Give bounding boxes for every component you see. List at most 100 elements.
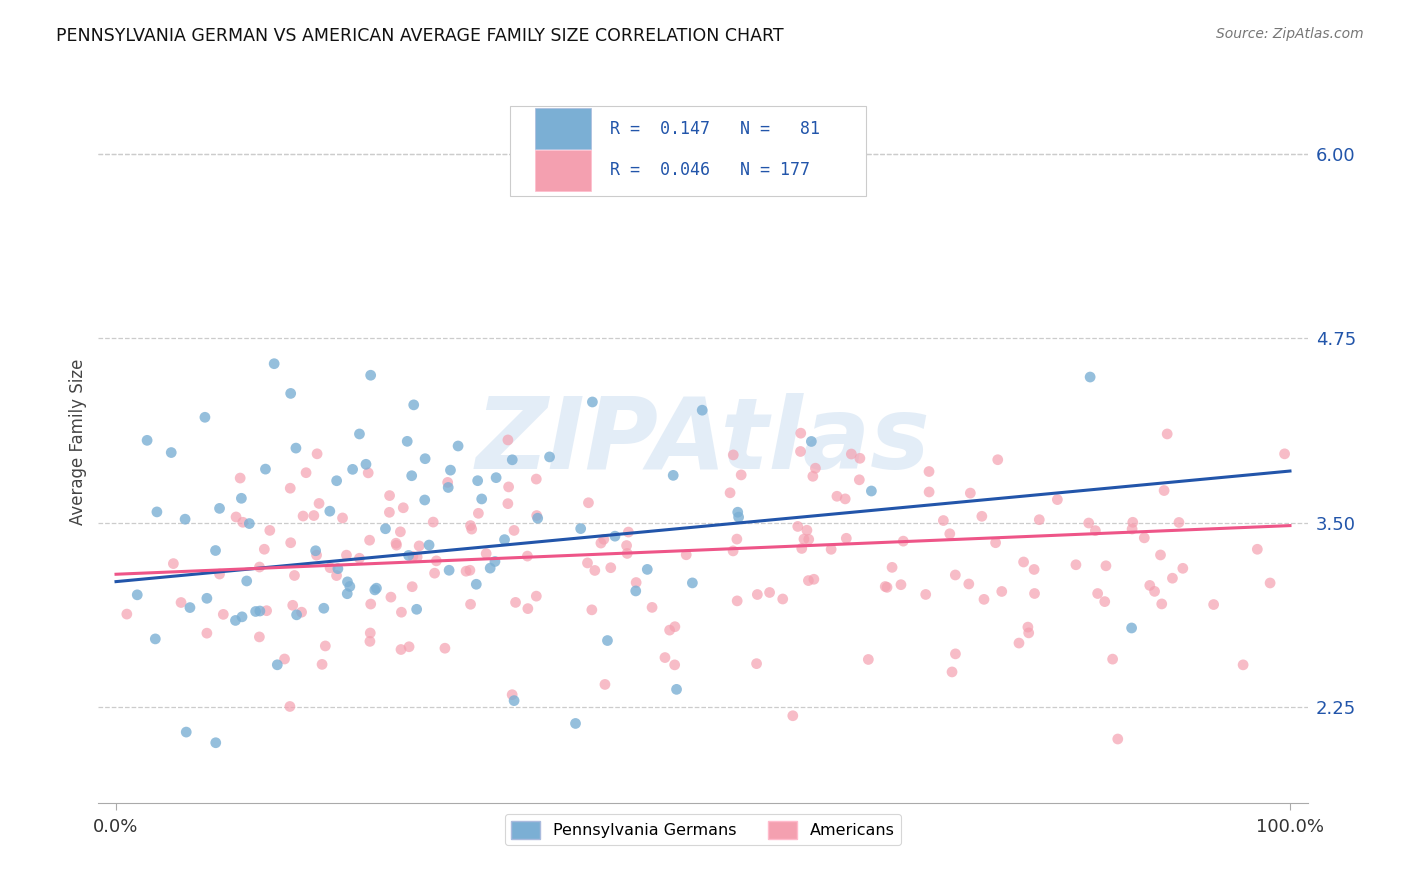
Point [758, 585, 780, 599]
Point [398, 640, 420, 654]
Point [918, 465, 941, 479]
Text: ZIPAtlas: ZIPAtlas [475, 393, 931, 490]
Point [1258, 576, 1281, 591]
Text: PENNSYLVANIA GERMAN VS AMERICAN AVERAGE FAMILY SIZE CORRELATION CHART: PENNSYLVANIA GERMAN VS AMERICAN AVERAGE … [56, 27, 785, 45]
Point [238, 516, 260, 531]
Point [636, 562, 658, 576]
Point [385, 538, 408, 552]
Point [295, 466, 318, 480]
Point [581, 395, 603, 409]
Point [162, 557, 184, 571]
Point [664, 620, 686, 634]
Point [359, 533, 381, 548]
Point [891, 534, 914, 549]
Point [1078, 370, 1101, 384]
Point [195, 591, 218, 606]
Point [841, 447, 863, 461]
Point [284, 441, 307, 455]
Point [875, 580, 897, 594]
Point [599, 560, 621, 574]
Point [496, 497, 519, 511]
Point [1232, 657, 1254, 672]
Point [402, 549, 425, 564]
Point [890, 577, 912, 591]
Point [136, 434, 159, 448]
Point [460, 522, 482, 536]
Point [232, 515, 254, 529]
Point [803, 572, 825, 586]
Point [1161, 571, 1184, 585]
Point [360, 597, 382, 611]
Point [796, 523, 818, 537]
Point [848, 473, 870, 487]
Point [526, 508, 548, 523]
Point [918, 485, 941, 500]
Point [589, 536, 612, 550]
Point [304, 543, 326, 558]
Point [825, 489, 848, 503]
Point [641, 600, 664, 615]
Point [939, 526, 962, 541]
Point [360, 368, 382, 383]
Point [1133, 531, 1156, 545]
Point [941, 665, 963, 679]
Point [576, 556, 599, 570]
Point [592, 533, 614, 547]
Point [603, 529, 626, 543]
Point [273, 652, 295, 666]
Point [253, 542, 276, 557]
Point [335, 548, 357, 562]
Point [212, 607, 235, 622]
Point [479, 561, 502, 575]
Point [782, 708, 804, 723]
Point [835, 531, 858, 545]
Legend: Pennsylvania Germans, Americans: Pennsylvania Germans, Americans [505, 814, 901, 846]
Point [312, 601, 335, 615]
Point [1150, 597, 1173, 611]
Point [984, 535, 1007, 549]
Point [959, 486, 981, 500]
Point [378, 489, 401, 503]
Point [1107, 731, 1129, 746]
Point [423, 566, 446, 581]
Point [280, 386, 302, 401]
Point [1121, 522, 1143, 536]
Point [263, 357, 285, 371]
Text: Source: ZipAtlas.com: Source: ZipAtlas.com [1216, 27, 1364, 41]
Point [389, 642, 412, 657]
Point [858, 652, 880, 666]
Point [195, 626, 218, 640]
Point [876, 580, 898, 594]
Point [406, 549, 429, 564]
Point [229, 471, 252, 485]
FancyBboxPatch shape [534, 108, 591, 149]
Point [235, 574, 257, 588]
Point [725, 532, 748, 546]
Point [957, 577, 980, 591]
Point [1246, 542, 1268, 557]
Point [391, 605, 413, 619]
Point [447, 439, 470, 453]
Point [747, 587, 769, 601]
Point [354, 458, 377, 472]
Point [245, 605, 267, 619]
Point [281, 599, 304, 613]
Point [465, 577, 488, 591]
Point [349, 551, 371, 566]
Point [797, 533, 820, 547]
Point [401, 468, 423, 483]
Point [973, 592, 995, 607]
Point [593, 677, 616, 691]
Point [1017, 620, 1039, 634]
Point [401, 580, 423, 594]
Point [1008, 636, 1031, 650]
Point [285, 607, 308, 622]
Point [1024, 562, 1046, 576]
Point [396, 434, 419, 449]
Point [408, 539, 430, 553]
Point [581, 603, 603, 617]
Point [413, 493, 436, 508]
Point [1171, 561, 1194, 575]
Point [538, 450, 561, 464]
Point [664, 657, 686, 672]
